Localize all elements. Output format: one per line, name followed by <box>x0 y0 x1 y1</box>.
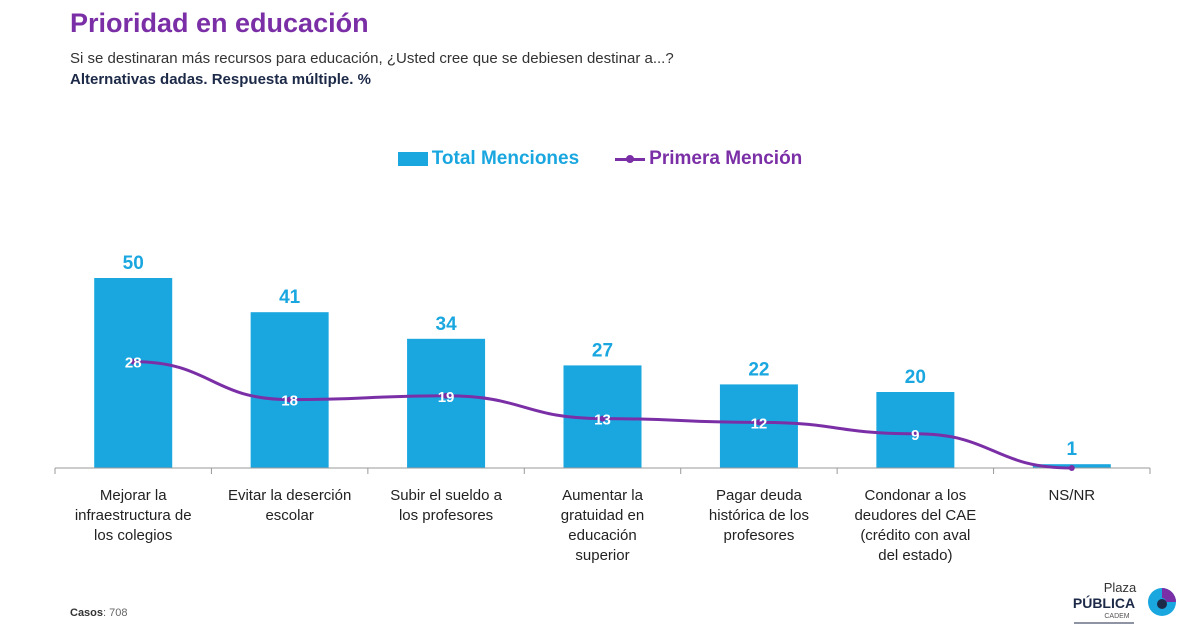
bar-value-label-0: 50 <box>123 253 144 274</box>
logo-text-middle: PÚBLICA <box>1073 594 1135 611</box>
line-point-3 <box>599 415 606 422</box>
category-label-2-0: Subir el sueldo a <box>390 487 502 504</box>
category-label-0-2: los colegios <box>94 527 172 544</box>
line-value-label-0: 28 <box>125 355 142 372</box>
category-label-3-2: educación <box>568 527 636 544</box>
bar-0 <box>94 278 173 468</box>
category-label-0-1: infraestructura de <box>75 507 192 524</box>
line-point-6 <box>1068 465 1075 471</box>
chart-note: Alternativas dadas. Respuesta múltiple. … <box>70 71 371 88</box>
category-label-3-1: gratuidad en <box>561 507 644 524</box>
bar-value-label-3: 27 <box>592 340 613 361</box>
category-label-5-2: (crédito con aval <box>860 527 970 544</box>
legend-label-primera: Primera Mención <box>649 148 803 169</box>
line-point-5 <box>912 430 919 437</box>
logo-text-bottom: CADEM <box>1104 613 1129 620</box>
line-value-label-1: 18 <box>281 393 298 410</box>
category-label-1-0: Evitar la deserción <box>228 487 351 504</box>
chart-legend: Total Menciones Primera Mención <box>0 148 1200 170</box>
category-label-5-0: Condonar a los <box>864 487 966 504</box>
line-value-label-2: 19 <box>438 389 455 406</box>
logo-text-top: Plaza <box>1104 580 1137 595</box>
line-value-label-4: 12 <box>751 415 768 432</box>
chart-title: Prioridad en educación <box>70 8 369 38</box>
line-value-label-3: 13 <box>594 412 611 429</box>
category-label-5-1: deudores del CAE <box>854 507 976 524</box>
bar-value-label-2: 34 <box>436 314 458 335</box>
bar-value-label-5: 20 <box>905 367 926 388</box>
line-point-4 <box>755 419 762 426</box>
line-point-0 <box>130 358 137 365</box>
category-label-6-0: NS/NR <box>1048 487 1095 504</box>
line-value-label-5: 9 <box>911 427 919 444</box>
bar-5 <box>876 392 955 468</box>
legend-label-total: Total Menciones <box>431 148 580 169</box>
legend-line-swatch <box>615 152 646 166</box>
line-point-2 <box>443 392 450 399</box>
footnote: Casos: 708 <box>70 607 128 619</box>
bar-1 <box>250 312 329 468</box>
category-label-1-1: escolar <box>265 507 313 524</box>
legend-item-primera: Primera Mención <box>615 148 802 170</box>
category-label-3-0: Aumentar la <box>562 487 644 504</box>
logo-swirl-icon <box>1148 588 1176 616</box>
category-label-5-3: del estado) <box>878 547 952 564</box>
line-point-1 <box>286 396 293 403</box>
bar-value-label-4: 22 <box>748 359 769 380</box>
legend-bar-swatch <box>397 152 428 166</box>
bar-2 <box>407 338 486 468</box>
legend-item-total: Total Menciones <box>397 148 580 170</box>
footnote-value: 708 <box>109 607 128 619</box>
category-label-4-1: histórica de los <box>709 507 809 524</box>
category-label-3-3: superior <box>575 547 629 564</box>
chart-subtitle: Si se destinaran más recursos para educa… <box>70 50 674 67</box>
plaza-publica-logo: Plaza PÚBLICA CADEM <box>1073 580 1176 624</box>
category-label-4-2: profesores <box>723 527 794 544</box>
bar-value-label-1: 41 <box>279 287 301 308</box>
bar-4 <box>719 384 798 468</box>
bar-value-label-6: 1 <box>1066 439 1077 460</box>
category-label-2-1: los profesores <box>399 507 493 524</box>
category-label-4-0: Pagar deuda <box>716 487 803 504</box>
footnote-label: Casos <box>70 607 104 619</box>
category-label-0-0: Mejorar la <box>100 487 167 504</box>
